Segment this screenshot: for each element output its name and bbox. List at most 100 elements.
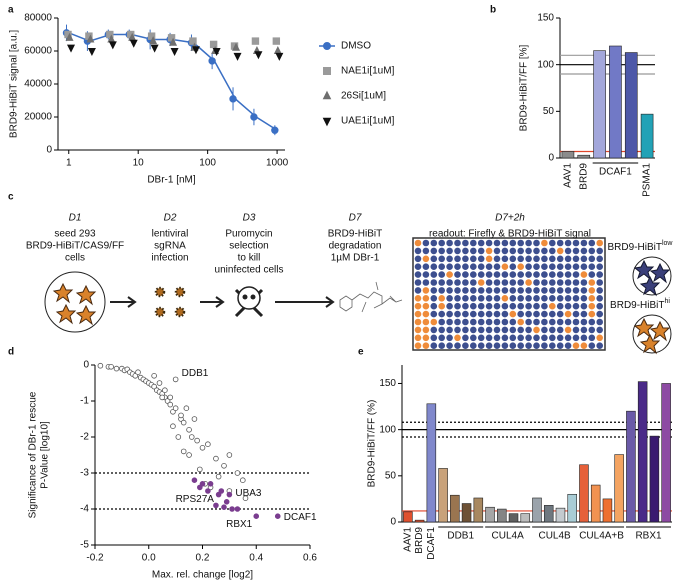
well bbox=[580, 295, 588, 302]
well bbox=[596, 302, 603, 310]
well bbox=[596, 287, 603, 294]
data-point bbox=[170, 423, 176, 430]
well bbox=[446, 279, 453, 286]
well bbox=[462, 318, 469, 326]
well bbox=[533, 342, 540, 350]
well bbox=[485, 342, 493, 350]
well bbox=[454, 342, 461, 350]
y-tick-label: 150 bbox=[379, 378, 396, 389]
y-tick-label: 50 bbox=[543, 106, 555, 117]
well bbox=[438, 326, 446, 334]
data-point bbox=[274, 513, 281, 519]
data-point bbox=[205, 441, 211, 448]
well bbox=[517, 310, 524, 318]
well bbox=[454, 326, 461, 334]
well bbox=[556, 239, 564, 247]
well bbox=[533, 271, 540, 278]
well bbox=[517, 326, 524, 334]
well bbox=[414, 318, 422, 326]
well bbox=[572, 287, 580, 294]
well bbox=[414, 263, 422, 271]
data-point bbox=[212, 47, 221, 56]
y-axis-label: P-Value [log10] bbox=[40, 421, 51, 489]
data-point bbox=[191, 46, 200, 55]
well bbox=[509, 334, 517, 342]
well bbox=[580, 287, 588, 294]
well bbox=[422, 318, 430, 326]
well bbox=[462, 310, 469, 318]
well bbox=[477, 271, 485, 278]
step-text: 1µM DBr-1 bbox=[331, 253, 380, 264]
data-point bbox=[188, 434, 195, 440]
well bbox=[454, 247, 461, 255]
bar bbox=[497, 508, 507, 523]
well bbox=[477, 279, 485, 286]
bar bbox=[590, 484, 601, 523]
x-tick-label: BRD9 bbox=[414, 527, 425, 554]
well bbox=[580, 302, 588, 310]
well bbox=[572, 279, 580, 286]
well bbox=[549, 326, 556, 334]
well bbox=[580, 334, 588, 342]
x-tick-label: 1000 bbox=[266, 158, 289, 169]
well bbox=[556, 295, 564, 302]
legend-marker bbox=[322, 117, 332, 127]
data-point bbox=[180, 448, 187, 455]
well bbox=[438, 334, 446, 342]
well bbox=[541, 326, 548, 334]
well bbox=[462, 334, 469, 342]
well bbox=[517, 271, 524, 278]
well bbox=[533, 263, 540, 271]
data-point bbox=[167, 401, 174, 408]
step-text: infection bbox=[151, 253, 188, 264]
well bbox=[446, 310, 453, 318]
well bbox=[525, 255, 532, 263]
data-point bbox=[194, 437, 200, 444]
well bbox=[477, 247, 485, 255]
well bbox=[470, 255, 477, 263]
well bbox=[493, 271, 501, 278]
molecule bbox=[339, 281, 403, 313]
well bbox=[564, 310, 572, 318]
data-point bbox=[191, 477, 198, 484]
well bbox=[414, 247, 422, 255]
well bbox=[414, 326, 422, 334]
well bbox=[556, 263, 564, 271]
well bbox=[462, 302, 469, 310]
well bbox=[564, 271, 572, 278]
data-point bbox=[215, 491, 222, 498]
data-point bbox=[213, 502, 219, 509]
well bbox=[525, 287, 532, 294]
well bbox=[556, 326, 564, 334]
bar bbox=[602, 498, 613, 523]
well bbox=[438, 263, 446, 271]
well bbox=[588, 318, 596, 326]
well bbox=[572, 239, 580, 247]
data-point bbox=[218, 488, 225, 494]
arrow bbox=[275, 296, 335, 308]
y-tick-label: 40000 bbox=[24, 79, 52, 90]
bar bbox=[614, 454, 624, 523]
data-point bbox=[240, 477, 246, 484]
well bbox=[588, 310, 596, 318]
well bbox=[580, 326, 588, 334]
well bbox=[438, 295, 446, 302]
well bbox=[549, 239, 556, 247]
data-point bbox=[87, 47, 96, 56]
group-label: RBX1 bbox=[635, 531, 662, 542]
x-axis-label: DBr-1 [nM] bbox=[147, 175, 196, 186]
annotation: UBA3 bbox=[235, 488, 262, 499]
x-tick-label: 10 bbox=[133, 158, 145, 169]
data-point bbox=[86, 34, 95, 43]
well bbox=[517, 342, 524, 350]
well bbox=[430, 271, 438, 278]
data-point bbox=[223, 498, 230, 505]
well bbox=[525, 239, 532, 247]
well bbox=[509, 342, 517, 350]
legend-label: BRD9-HiBiThi bbox=[610, 298, 670, 311]
well bbox=[477, 342, 485, 350]
well bbox=[430, 302, 438, 310]
well bbox=[549, 287, 556, 294]
well bbox=[556, 318, 564, 326]
well bbox=[564, 326, 572, 334]
